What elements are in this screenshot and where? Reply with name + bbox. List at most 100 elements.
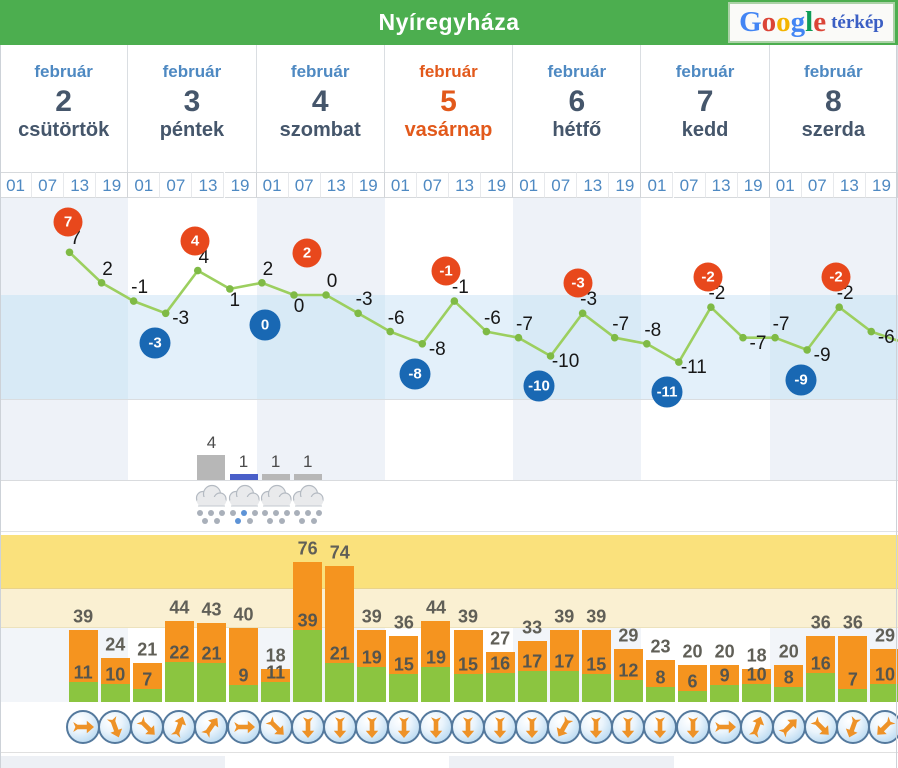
precip-bar	[293, 473, 322, 480]
precip-value-label: 1	[238, 451, 249, 471]
wind-direction-icon	[771, 710, 806, 744]
snow-cloud-icon	[289, 482, 327, 530]
precip-value-label: 1	[302, 451, 313, 471]
google-logo-letter: g	[790, 6, 806, 38]
wind-direction-icon	[867, 710, 898, 744]
hour-label: 19	[737, 172, 770, 198]
wind-gust-label: 36	[842, 612, 863, 633]
hour-label: 01	[513, 172, 546, 198]
wind-gust-bar	[261, 668, 291, 702]
wind-gust-label: 39	[554, 606, 575, 627]
temp-value-label: 0	[326, 271, 338, 292]
precip-baseline	[0, 480, 898, 481]
wind-direction-icon	[418, 710, 453, 744]
wind-gust-label: 20	[714, 641, 735, 662]
day-header: február 4 szombat	[256, 45, 385, 172]
temp-point-dot	[226, 285, 234, 293]
hour-label: 13	[705, 172, 738, 198]
hour-label: 13	[577, 172, 610, 198]
precip-value-label: 1	[270, 451, 281, 471]
day-max-badge: -2	[693, 262, 723, 292]
day-header: február 5 vasárnap	[384, 45, 514, 172]
wind-mean-label: 16	[490, 653, 511, 674]
wind-gust-bar	[613, 648, 643, 702]
hour-label: 13	[64, 172, 97, 198]
wind-mean-label: 16	[810, 653, 831, 674]
day-weekday: kedd	[681, 119, 729, 141]
wind-gust-label: 74	[329, 542, 350, 563]
day-date: 4	[311, 85, 329, 118]
wind-mean-label: 9	[238, 665, 249, 686]
bottom-strip-block	[0, 756, 225, 768]
temp-point-dot	[514, 333, 523, 342]
temperature-chart	[65, 248, 898, 366]
temp-value-label: -7	[516, 313, 533, 335]
wind-direction-icon	[611, 710, 646, 744]
google-logo-letter: G	[739, 6, 762, 38]
wind-mean-bar	[389, 674, 419, 702]
temp-value-label: 7	[70, 228, 81, 250]
wind-gust-bar	[517, 641, 547, 702]
day-date: 8	[825, 85, 842, 118]
wind-mean-bar	[870, 683, 898, 702]
wind-gust-bar	[229, 628, 259, 702]
wind-mean-label: 8	[655, 667, 666, 688]
wind-gust-bar	[645, 659, 675, 702]
wind-gust-bar	[678, 665, 708, 702]
temp-point-dot	[418, 340, 427, 348]
day-date: 7	[696, 85, 714, 118]
hour-label: 07	[416, 172, 449, 198]
wind-mean-bar	[421, 667, 451, 702]
wind-gust-label: 24	[105, 634, 126, 655]
temp-point-dot	[386, 327, 395, 336]
hour-label: 13	[320, 172, 353, 198]
wind-mean-label: 21	[329, 643, 350, 664]
wind-mean-label: 22	[169, 642, 190, 663]
wind-mean-label: 10	[746, 664, 767, 685]
temp-value-label: -8	[428, 338, 446, 360]
wind-gust-bar	[774, 665, 804, 702]
wind-gust-bar	[196, 622, 226, 702]
wind-direction-icon	[194, 710, 229, 744]
day-header: február 6 hétfő	[513, 45, 642, 172]
wind-mean-label: 11	[73, 662, 93, 683]
wind-gust-label: 29	[618, 625, 639, 646]
temp-point-dot	[65, 248, 74, 257]
hour-label: 07	[160, 172, 193, 198]
wind-mean-bar	[581, 674, 611, 702]
day-max-badge: -3	[563, 268, 593, 298]
wind-mean-label: 15	[586, 654, 607, 675]
temp-value-label: -9	[813, 344, 831, 366]
wind-mean-bar	[678, 690, 708, 702]
day-month: február	[290, 62, 350, 81]
temp-point-dot	[867, 327, 876, 336]
snow-cloud-icon	[257, 482, 295, 530]
temp-point-dot	[578, 309, 587, 318]
hour-label: 07	[673, 172, 706, 198]
bottom-strip-block	[224, 756, 449, 768]
temp-point-dot	[450, 297, 459, 305]
temp-point-dot	[322, 291, 330, 299]
google-logo: Google	[739, 8, 826, 37]
wind-gust-label: 21	[137, 639, 158, 660]
wind-mean-label: 8	[783, 667, 794, 688]
precip-bar	[261, 473, 290, 480]
sleet-cloud-icon	[225, 482, 263, 530]
wind-gust-label: 39	[73, 606, 94, 627]
page-right-edge	[896, 45, 897, 768]
night-min-badge: -9	[785, 364, 817, 396]
wind-gust-bar	[421, 621, 451, 702]
day-month: február	[547, 62, 607, 81]
precip-bg	[513, 400, 642, 480]
wind-direction-icon	[675, 710, 710, 744]
wind-gust-bar	[838, 635, 868, 702]
temp-value-label: -6	[483, 307, 501, 329]
precip-bg	[256, 400, 385, 480]
wind-mean-bar	[742, 683, 772, 702]
temp-value-label: -7	[772, 313, 790, 335]
day-date: 2	[55, 85, 72, 118]
google-map-link[interactable]: Google térkép	[728, 2, 895, 43]
wind-mean-bar	[229, 685, 259, 702]
day-header: február 7 kedd	[641, 45, 770, 172]
wind-gust-label: 23	[650, 636, 671, 657]
